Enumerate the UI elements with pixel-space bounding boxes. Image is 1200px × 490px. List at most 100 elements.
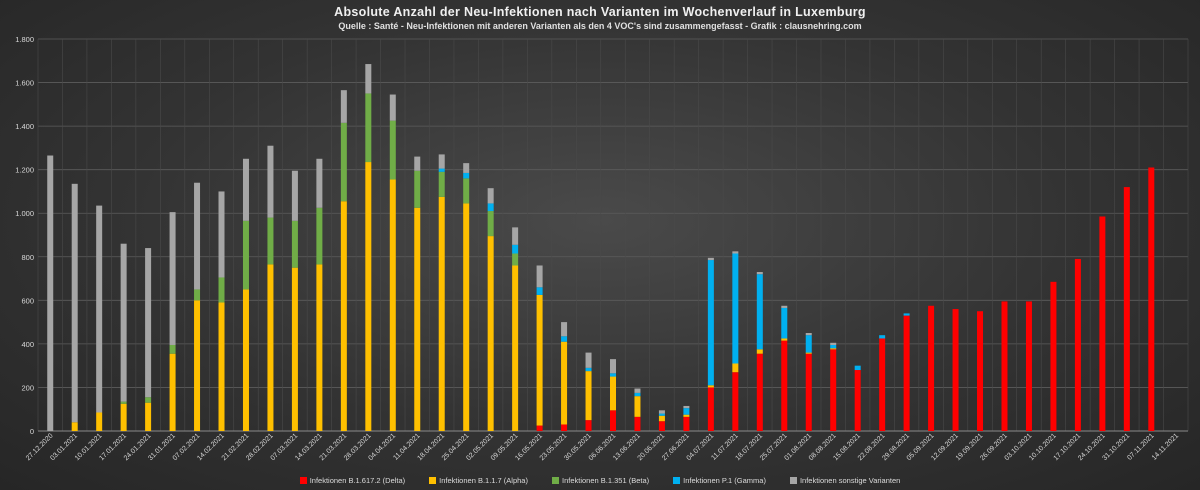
bar-segment bbox=[267, 217, 274, 265]
legend-item: Infektionen sonstige Varianten bbox=[789, 476, 901, 485]
bar-segment bbox=[561, 424, 568, 431]
bar-segment bbox=[610, 359, 616, 374]
bar-segment bbox=[732, 251, 739, 254]
y-tick-label: 1.400 bbox=[15, 122, 34, 131]
bar-segment bbox=[365, 64, 372, 94]
chart-title: Absolute Anzahl der Neu-Infektionen nach… bbox=[334, 5, 866, 19]
bar-segment bbox=[928, 305, 935, 431]
bar-segment bbox=[71, 422, 78, 431]
y-tick-label: 0 bbox=[30, 427, 34, 436]
bar-segment bbox=[658, 413, 665, 416]
bar-segment bbox=[561, 341, 568, 425]
y-tick-label: 200 bbox=[21, 383, 34, 392]
legend-label: Infektionen P.1 (Gamma) bbox=[683, 476, 766, 485]
legend-label: Infektionen B.1.351 (Beta) bbox=[561, 476, 650, 485]
bar-segment bbox=[242, 220, 249, 290]
bar-segment bbox=[242, 158, 249, 221]
bar-segment bbox=[242, 289, 249, 431]
bar-segment bbox=[512, 244, 519, 254]
legend-swatch bbox=[673, 477, 681, 484]
bar-segment bbox=[71, 183, 78, 423]
bar-segment bbox=[732, 253, 739, 364]
legend-label: Infektionen sonstige Varianten bbox=[799, 476, 901, 485]
x-tick-label: 14.11.2021 bbox=[1151, 432, 1180, 461]
bar-segment bbox=[830, 344, 837, 349]
y-tick-label: 1.000 bbox=[15, 209, 34, 218]
bar-segment bbox=[340, 122, 347, 202]
bar-segment bbox=[1099, 216, 1106, 431]
bar-segment bbox=[732, 363, 739, 373]
bar-segment bbox=[96, 412, 103, 431]
bar-segment bbox=[438, 196, 445, 431]
bar-segment bbox=[683, 416, 690, 431]
bar-segment bbox=[267, 145, 274, 218]
bar-segment bbox=[658, 421, 665, 431]
bar-segment bbox=[487, 203, 494, 212]
bar-segment bbox=[805, 335, 812, 353]
bar-segment bbox=[389, 120, 396, 180]
bar-segment bbox=[169, 212, 176, 345]
bar-segment bbox=[194, 300, 201, 431]
legend-swatch bbox=[551, 477, 559, 484]
bar-segment bbox=[47, 155, 54, 431]
bar-segment bbox=[145, 402, 152, 431]
bar-segment bbox=[536, 287, 543, 295]
bar-segment bbox=[536, 294, 543, 426]
bar-segment bbox=[756, 272, 763, 275]
bar-segment bbox=[365, 93, 372, 163]
y-tick-label: 400 bbox=[21, 340, 34, 349]
bar-segment bbox=[830, 342, 837, 345]
legend-item: Infektionen B.1.351 (Beta) bbox=[551, 476, 650, 485]
bar-segment bbox=[903, 313, 910, 316]
bar-segment bbox=[218, 191, 225, 278]
bar-segment bbox=[340, 201, 347, 431]
bar-segment bbox=[218, 302, 225, 431]
bar-segment bbox=[634, 388, 641, 393]
bar-segment bbox=[438, 168, 445, 172]
bar-segment bbox=[707, 385, 714, 388]
y-tick-label: 1.200 bbox=[15, 166, 34, 175]
bar-segment bbox=[194, 289, 201, 301]
bar-segment bbox=[610, 373, 616, 377]
bar-segment bbox=[194, 182, 201, 290]
bar-segment bbox=[658, 415, 665, 422]
bar-segment bbox=[1001, 301, 1008, 431]
bar-segment bbox=[561, 322, 568, 337]
bar-segment bbox=[854, 370, 861, 431]
bar-segment bbox=[316, 207, 323, 265]
bar-segment bbox=[120, 401, 127, 404]
bar-segment bbox=[756, 353, 763, 431]
bar-segment bbox=[756, 274, 763, 350]
bar-segment bbox=[536, 265, 543, 288]
bar-segment bbox=[683, 408, 690, 415]
bar-segment bbox=[487, 236, 494, 431]
bar-segment bbox=[585, 352, 592, 368]
bar-segment bbox=[1074, 258, 1081, 431]
bar-segment bbox=[169, 353, 176, 431]
bar-segment bbox=[291, 220, 298, 268]
legend-swatch bbox=[789, 477, 797, 484]
bar-segment bbox=[291, 170, 298, 221]
bar-segment bbox=[96, 205, 103, 413]
bar-segment bbox=[512, 227, 519, 245]
chart-subtitle: Quelle : Santé - Neu-Infektionen mit and… bbox=[338, 21, 862, 31]
bar-segment bbox=[414, 170, 421, 208]
bar-segment bbox=[707, 260, 714, 386]
bar-segment bbox=[585, 367, 592, 372]
bar-segment bbox=[487, 188, 494, 204]
bar-segment bbox=[1050, 281, 1057, 431]
bar-segment bbox=[732, 372, 739, 431]
bar-segment bbox=[145, 248, 152, 398]
bar-segment bbox=[536, 425, 543, 431]
bar-segment bbox=[512, 265, 519, 431]
y-tick-label: 800 bbox=[21, 253, 34, 262]
legend-item: Infektionen B.1.617.2 (Delta) bbox=[299, 476, 406, 485]
bar-segment bbox=[145, 397, 152, 403]
legend-item: Infektionen P.1 (Gamma) bbox=[673, 476, 766, 485]
legend-swatch bbox=[429, 477, 437, 484]
bar-segment bbox=[610, 376, 616, 411]
legend-label: Infektionen B.1.617.2 (Delta) bbox=[309, 476, 406, 485]
bar-segment bbox=[854, 365, 861, 371]
bar-segment bbox=[903, 315, 910, 431]
bar-segment bbox=[512, 253, 519, 266]
